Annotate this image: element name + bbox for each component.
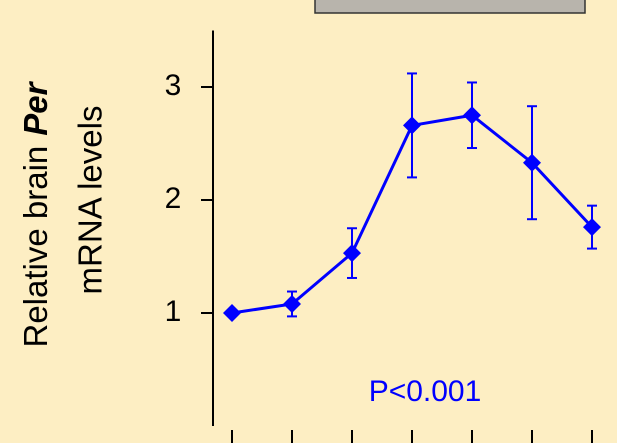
y-label-text: Relative brain — [17, 146, 54, 348]
photo-inset — [314, 0, 586, 14]
y-tick-label: 2 — [165, 182, 182, 215]
y-axis-label: Relative brain Per — [17, 80, 54, 347]
y-axis-label: mRNA levels — [72, 106, 109, 295]
data-point — [283, 294, 301, 313]
annotation: P<0.001 — [369, 375, 482, 408]
data-point — [223, 304, 241, 322]
y-tick-label: 3 — [165, 69, 182, 102]
data-point — [343, 244, 361, 263]
data-point — [523, 153, 541, 172]
data-point — [583, 218, 601, 237]
data-point — [403, 116, 421, 135]
y-tick-label: 1 — [165, 295, 182, 328]
data-point — [463, 106, 481, 125]
y-label-emphasis: Per — [17, 80, 54, 135]
